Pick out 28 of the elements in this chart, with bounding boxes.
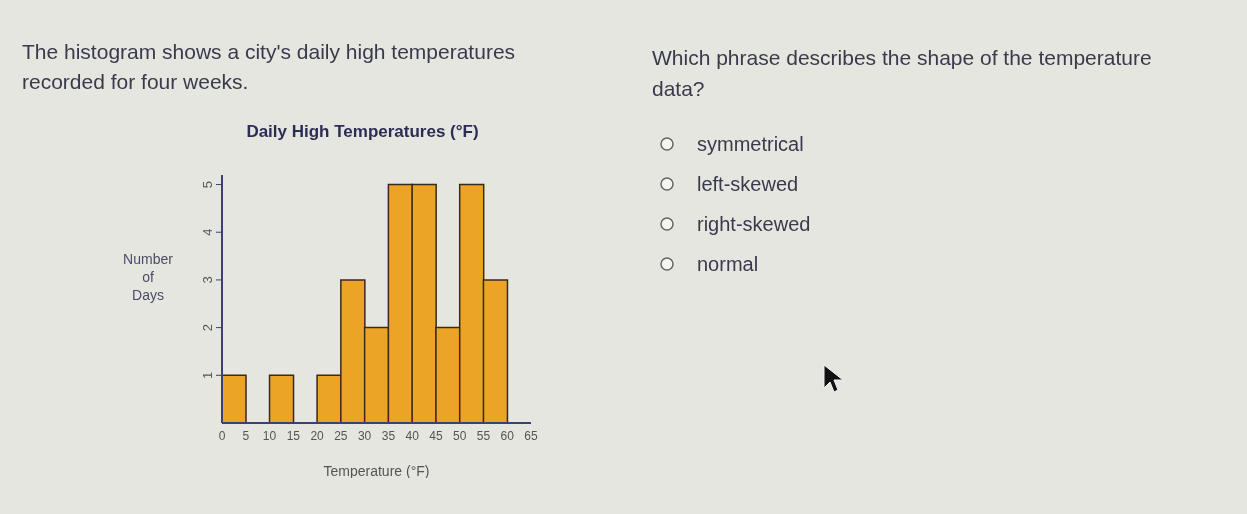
x-tick-label: 65 <box>524 428 538 443</box>
x-axis-title: Temperature (°F) <box>323 463 430 479</box>
text: right-skewed <box>697 212 811 236</box>
x-tick-label: 30 <box>357 428 372 443</box>
x-tick-label: 25 <box>334 428 348 443</box>
text: The histogram shows a city's daily high temperatures recorded for four weeks. <box>22 39 517 95</box>
text: symmetrical <box>697 132 804 156</box>
x-tick-label: 35 <box>381 428 396 443</box>
x-tick-label: 55 <box>476 428 491 443</box>
x-tick-label: 20 <box>310 428 325 443</box>
y-tick-label: 4 <box>200 228 215 236</box>
y-tick-label: 1 <box>200 371 215 379</box>
y-axis-title: Number of Days <box>122 250 174 304</box>
x-tick-label: 5 <box>242 428 250 443</box>
text: normal <box>697 252 759 276</box>
x-tick-label: 15 <box>286 428 301 443</box>
text: left-skewed <box>697 172 799 196</box>
x-tick-label: 10 <box>262 428 277 443</box>
x-tick-label: 45 <box>429 428 443 443</box>
chart-title: Daily High Temperatures (°F) <box>245 122 480 142</box>
x-tick-label: 0 <box>218 428 226 443</box>
text: Which phrase describes the shape of the temperature data? <box>652 45 1153 102</box>
x-tick-label: 40 <box>405 428 420 443</box>
x-tick-label: 50 <box>453 428 467 443</box>
y-tick-label: 5 <box>200 180 215 189</box>
y-tick-label: 2 <box>200 324 215 332</box>
y-tick-label: 3 <box>200 276 215 284</box>
x-tick-label: 60 <box>500 428 515 443</box>
